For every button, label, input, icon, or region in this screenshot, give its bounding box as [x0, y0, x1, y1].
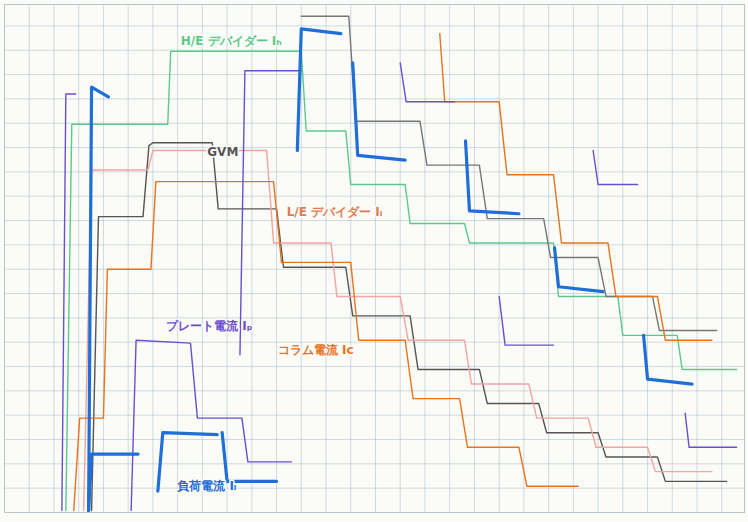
svg-text:L/E デバイダー Iₗ: L/E デバイダー Iₗ — [287, 205, 383, 219]
svg-text:GVM: GVM — [207, 145, 238, 159]
svg-text:コラム電流 Iᴄ: コラム電流 Iᴄ — [278, 343, 354, 357]
svg-text:H/E デバイダー Iₕ: H/E デバイダー Iₕ — [181, 34, 282, 48]
svg-text:プレート電流 Iₚ: プレート電流 Iₚ — [166, 319, 253, 333]
svg-text:負荷電流 Iₗ: 負荷電流 Iₗ — [177, 479, 236, 493]
